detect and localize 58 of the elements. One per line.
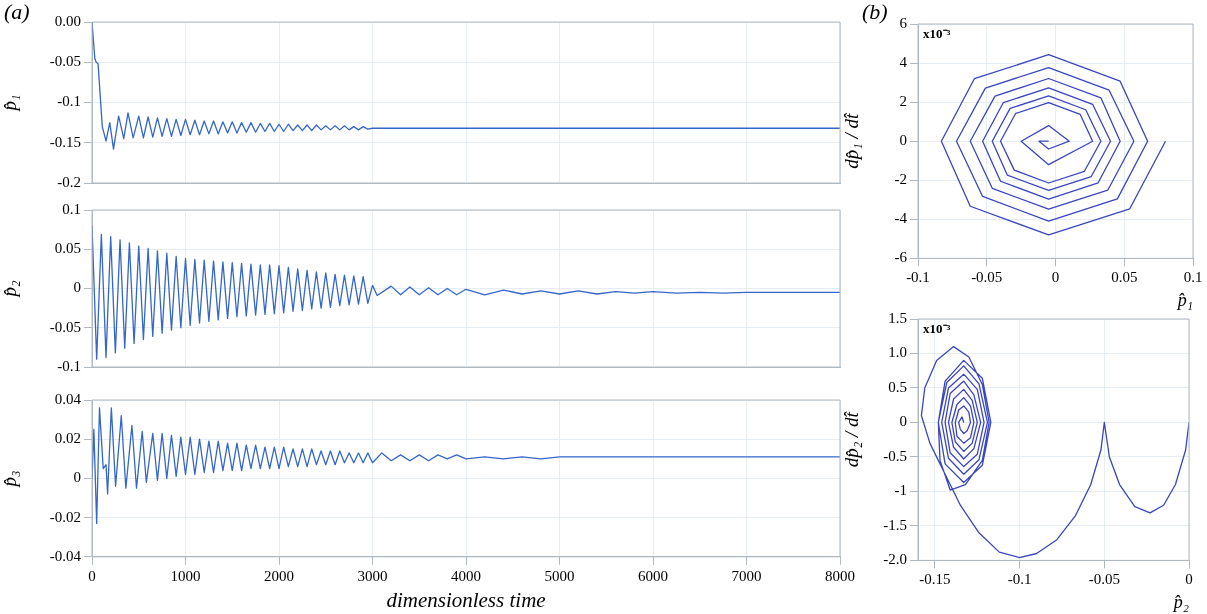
y-tick-label: 6 <box>899 14 908 31</box>
y-tick-label: 0.02 <box>54 430 81 447</box>
y-tick-label: -0.15 <box>49 133 81 150</box>
y-tick-label: -4 <box>894 210 908 227</box>
y-axis-title: p̂₃ <box>0 470 21 489</box>
y-tick-label: 1.0 <box>888 344 907 361</box>
x-tick-label: 4000 <box>451 567 481 584</box>
y-axis-title: p̂₂ <box>0 280 21 299</box>
y-axis-title: dp̂₂ / dt̂ <box>841 410 863 468</box>
x-tick-label: 1000 <box>170 567 201 584</box>
y-tick-label: 0 <box>73 469 81 486</box>
y-tick-label: -2.0 <box>883 551 907 568</box>
y-axis-title: dp̂₁ / dt̂ <box>841 111 863 169</box>
y-tick-label: -0.1 <box>57 357 81 374</box>
x-tick-label: 0 <box>1185 571 1193 588</box>
y-tick-label: -1.5 <box>883 516 907 533</box>
x-tick-label: 6000 <box>638 567 668 584</box>
y-tick-label: 4 <box>899 54 908 70</box>
y-tick-label: 2 <box>899 93 907 110</box>
y-tick-label: -0.2 <box>57 173 81 190</box>
y-tick-label: -1 <box>894 482 907 499</box>
y-tick-label: -0.04 <box>49 547 82 564</box>
y-tick-label: 1.5 <box>888 309 907 326</box>
x-tick-label: 2000 <box>264 567 294 584</box>
x-tick-label: 3000 <box>357 567 388 584</box>
y-tick-label: -0.1 <box>57 93 81 110</box>
x-tick-label: 8000 <box>825 567 855 584</box>
x-tick-label: 0 <box>88 567 96 584</box>
y-tick-label: 0 <box>899 132 907 149</box>
x-tick-label: -0.15 <box>919 571 951 588</box>
annotation: x10⁻³ <box>923 25 951 41</box>
x-tick-label: -0.05 <box>1088 571 1120 588</box>
x-tick-label: 5000 <box>544 567 575 584</box>
y-tick-label: -0.05 <box>49 53 81 70</box>
y-tick-label: -2 <box>894 171 907 188</box>
x-tick-label: 7000 <box>731 567 762 584</box>
x-tick-label: -0.05 <box>971 269 1003 286</box>
annotation: x10⁻³ <box>923 320 951 336</box>
x-axis-title: p̂₂ <box>1171 591 1189 612</box>
x-axis-title: p̂₁ <box>1175 289 1193 310</box>
y-tick-label: -0.02 <box>49 508 81 525</box>
y-tick-label: 0.05 <box>54 240 81 257</box>
y-tick-label: -0.5 <box>883 447 907 464</box>
chart-title: (b) <box>862 0 888 24</box>
x-axis-title: dimensionless time <box>386 587 546 612</box>
y-tick-label: 0.00 <box>54 12 81 29</box>
x-tick-label: 0.05 <box>1111 269 1138 286</box>
y-tick-label: -6 <box>894 249 908 266</box>
chart-title: (a) <box>4 0 30 24</box>
y-tick-label: -0.05 <box>49 318 81 335</box>
y-tick-label: 0 <box>899 413 907 430</box>
y-tick-label: 0.1 <box>62 200 81 217</box>
x-tick-label: 0.1 <box>1183 269 1203 286</box>
x-tick-label: -0.1 <box>1007 571 1032 588</box>
x-tick-label: 0 <box>1051 269 1060 286</box>
y-axis-title: p̂₁ <box>0 94 21 113</box>
y-tick-label: 0.04 <box>54 390 82 407</box>
y-tick-label: 0.5 <box>888 378 907 395</box>
